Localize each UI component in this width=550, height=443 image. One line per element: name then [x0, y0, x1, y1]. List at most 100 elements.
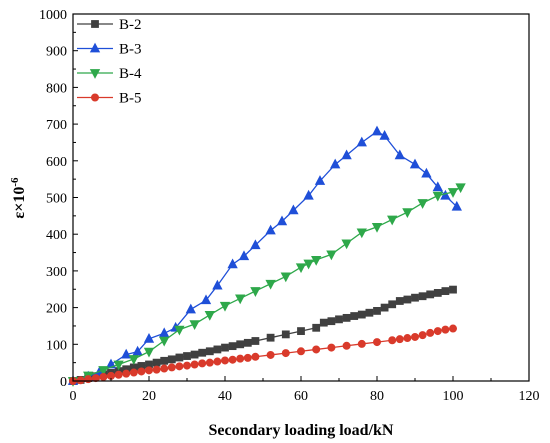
data-point — [159, 336, 170, 347]
data-point — [76, 376, 85, 385]
data-point — [417, 199, 428, 209]
data-point — [167, 355, 176, 364]
data-point — [122, 369, 131, 378]
data-point — [303, 259, 314, 270]
data-point — [159, 327, 170, 338]
legend-label: B-4 — [119, 66, 142, 82]
data-point — [303, 189, 314, 200]
data-point — [330, 158, 341, 169]
y-axis-title-exponent: -6 — [9, 177, 21, 187]
legend-item: B-3 — [77, 42, 142, 58]
y-tick-label: 0 — [60, 375, 67, 390]
data-point — [265, 279, 276, 290]
legend-item: B-2 — [77, 17, 142, 33]
legend-item: B-4 — [77, 66, 142, 82]
data-point — [341, 149, 352, 160]
data-point — [113, 360, 124, 371]
data-point — [251, 352, 260, 361]
data-point — [281, 330, 290, 339]
data-point — [388, 336, 397, 345]
data-point — [243, 353, 252, 362]
data-point — [251, 337, 260, 345]
data-point — [409, 158, 421, 169]
data-point — [451, 200, 462, 211]
data-point — [144, 366, 153, 375]
legend-marker — [89, 69, 101, 79]
data-point — [441, 287, 450, 295]
data-point — [205, 358, 214, 367]
legend-marker — [91, 20, 99, 28]
data-point — [327, 317, 336, 326]
data-point — [235, 294, 246, 305]
data-point — [160, 356, 169, 365]
data-point — [175, 362, 184, 371]
data-point — [365, 308, 374, 317]
y-tick-label: 100 — [46, 338, 67, 353]
data-point — [265, 224, 276, 235]
data-point — [296, 347, 305, 356]
data-point — [182, 361, 191, 370]
data-point — [190, 350, 199, 359]
y-tick-label: 700 — [46, 118, 67, 133]
data-point — [426, 328, 435, 337]
data-point — [236, 354, 245, 363]
data-point — [266, 333, 275, 342]
data-point — [433, 327, 442, 336]
data-point — [379, 129, 390, 140]
data-point — [447, 188, 459, 198]
y-tick-label: 900 — [46, 45, 67, 60]
legend-label: B-5 — [119, 91, 142, 107]
data-point — [342, 341, 351, 350]
series-line — [72, 186, 461, 382]
data-point — [174, 325, 185, 336]
data-point — [243, 338, 252, 347]
data-point — [204, 311, 215, 321]
data-point — [250, 239, 261, 250]
legend-marker — [91, 93, 100, 102]
data-point — [250, 287, 261, 297]
data-point — [281, 349, 290, 358]
data-point — [371, 125, 383, 136]
x-tick-label: 0 — [70, 389, 77, 404]
data-point — [311, 255, 322, 266]
data-point — [200, 294, 212, 305]
data-point — [266, 350, 275, 359]
data-point — [312, 345, 321, 354]
data-point — [441, 325, 450, 334]
data-point — [326, 250, 337, 261]
data-point — [238, 250, 250, 261]
data-point — [160, 364, 169, 373]
data-point — [426, 290, 435, 299]
legend-label: B-2 — [119, 17, 142, 33]
data-point — [394, 149, 405, 160]
x-tick-label: 120 — [519, 389, 540, 404]
data-point — [175, 353, 184, 362]
data-point — [198, 359, 207, 368]
data-point — [99, 372, 108, 381]
data-point — [350, 312, 359, 320]
data-point — [228, 342, 237, 351]
data-point — [314, 175, 326, 185]
x-tick-label: 20 — [142, 389, 156, 404]
data-point — [403, 334, 412, 343]
data-point — [371, 222, 383, 233]
data-point — [220, 356, 229, 365]
data-point — [137, 367, 146, 376]
y-tick-label: 400 — [46, 228, 67, 243]
data-point — [288, 204, 299, 215]
data-point — [143, 332, 155, 343]
data-point — [403, 295, 412, 304]
data-point — [342, 313, 351, 322]
data-point — [448, 324, 457, 333]
x-tick-label: 40 — [218, 389, 232, 404]
data-point — [167, 363, 176, 372]
data-point — [183, 352, 191, 360]
data-point — [433, 289, 442, 297]
data-point — [388, 300, 397, 309]
data-point — [280, 272, 291, 283]
x-axis-title: Secondary loading load/kN — [209, 422, 394, 439]
data-point — [395, 335, 404, 344]
y-tick-label: 500 — [46, 192, 67, 207]
y-tick-label: 300 — [46, 265, 67, 280]
y-axis-ticks: 0 100 200 300 400 500 600 700 800 900 1000 — [39, 8, 78, 390]
